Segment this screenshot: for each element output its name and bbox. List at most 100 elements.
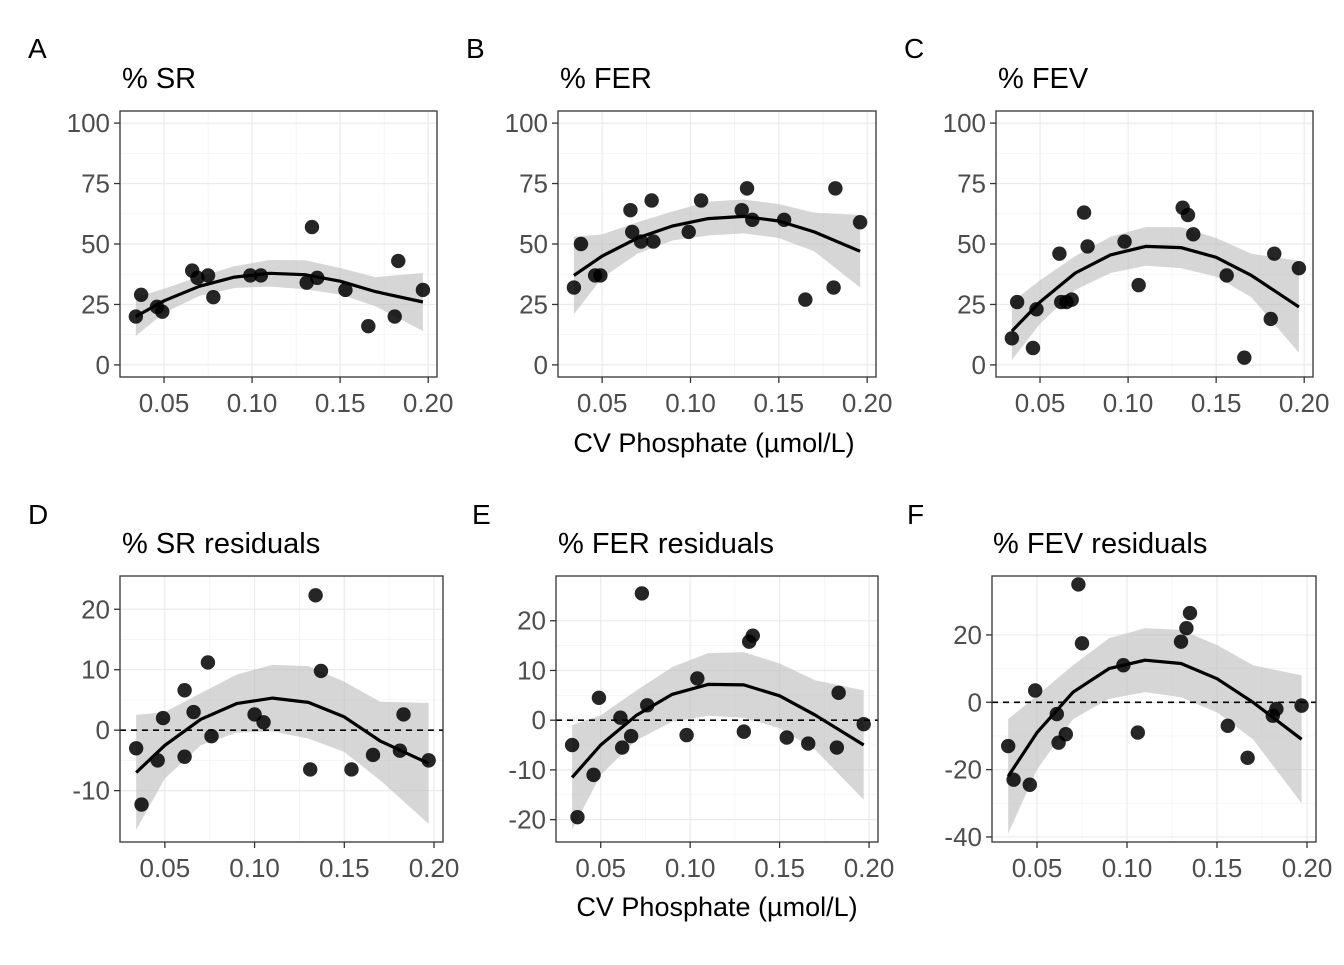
data-point [1267, 246, 1282, 261]
data-point [415, 282, 431, 298]
panel-letter: F [907, 499, 924, 530]
data-point [644, 193, 659, 208]
y-tick-label: 25 [957, 289, 986, 319]
x-tick-label: 0.10 [665, 388, 716, 418]
y-tick-label: 0 [96, 350, 110, 380]
x-tick-label: 0.20 [844, 853, 895, 883]
data-point [614, 740, 630, 755]
data-point [745, 628, 760, 643]
data-point [1186, 227, 1201, 242]
x-tick-label: 0.15 [1192, 853, 1243, 883]
panel-b: 0 25 50 75 100 0.05 0.10 0.15 0.20 B % FER [466, 33, 892, 418]
data-point [200, 268, 216, 283]
data-point [421, 753, 436, 768]
data-point [625, 224, 640, 240]
data-point [623, 202, 638, 218]
data-point [591, 690, 607, 706]
data-point [1064, 292, 1079, 307]
data-point [1025, 340, 1041, 356]
data-point [734, 202, 749, 218]
x-tick-label: 0.05 [140, 853, 191, 883]
data-point [623, 728, 639, 744]
y-tick-label: -40 [944, 822, 982, 852]
data-point [1022, 777, 1037, 792]
y-tick-label: 75 [957, 169, 986, 199]
data-point [1179, 620, 1194, 636]
panel-title: % FEV [998, 63, 1089, 95]
data-point [177, 749, 192, 764]
data-point [634, 586, 650, 601]
data-point [564, 737, 580, 753]
data-point [566, 280, 582, 295]
panel-letter: E [472, 499, 491, 530]
data-point [779, 730, 794, 745]
data-point [1240, 750, 1255, 766]
fit-curve [135, 696, 430, 774]
x-tick-label: 0.10 [227, 388, 278, 418]
x-tick-label: 0.05 [1015, 388, 1066, 418]
y-tick-label: 0 [534, 350, 548, 380]
data-point [1269, 701, 1284, 717]
data-point [826, 280, 841, 295]
x-tick-label: 0.15 [1191, 388, 1242, 418]
data-point [1291, 260, 1307, 276]
data-point [693, 193, 709, 208]
x-tick-label: 0.10 [1103, 388, 1154, 418]
data-point [1001, 738, 1016, 754]
y-tick-label: 25 [519, 289, 548, 319]
y-tick-label: 100 [943, 108, 986, 138]
x-tick-label: 0.05 [1012, 853, 1063, 883]
data-point [256, 715, 271, 730]
fit-curve [1010, 244, 1300, 333]
data-point [1131, 277, 1146, 293]
x-tick-label: 0.20 [403, 388, 454, 418]
data-point [1009, 294, 1025, 310]
fit-curve [1006, 658, 1303, 778]
panel-title: % FER residuals [558, 528, 774, 560]
data-point [831, 685, 846, 701]
data-point [828, 181, 843, 196]
x-tick-label: 0.20 [842, 388, 893, 418]
data-point [640, 698, 655, 713]
y-tick-label: 100 [67, 108, 110, 138]
data-point [396, 707, 411, 722]
data-point [1029, 302, 1044, 317]
data-point [593, 268, 608, 283]
fit-curve [570, 682, 865, 779]
data-point [646, 234, 661, 249]
confidence-band [572, 652, 864, 830]
data-point [681, 224, 696, 240]
y-tick-label: 20 [517, 606, 546, 636]
x-tick-label: 0.05 [575, 853, 626, 883]
y-tick-label: 0 [96, 715, 110, 745]
panel-title: % FEV residuals [993, 528, 1207, 560]
data-point [1028, 683, 1043, 698]
data-point [1117, 234, 1132, 249]
x-tick-label: 0.15 [315, 388, 366, 418]
confidence-band [136, 664, 429, 830]
data-point [303, 762, 318, 777]
panel-f: -40 -20 0 20 0.05 0.10 0.15 0.20 F % FEV residual… [907, 499, 1332, 883]
data-point [204, 729, 219, 744]
y-tick-label: 100 [505, 108, 548, 138]
data-point [856, 716, 871, 732]
data-point [308, 588, 323, 603]
data-point [1263, 311, 1278, 327]
panel-letter: A [28, 33, 47, 64]
data-point [1058, 727, 1074, 742]
data-point [801, 736, 816, 751]
data-point [1076, 205, 1092, 220]
data-point [1180, 207, 1196, 223]
data-point [679, 727, 694, 743]
data-point [1074, 636, 1090, 651]
data-point [829, 740, 845, 755]
y-tick-label: 20 [81, 594, 110, 624]
data-point [200, 655, 216, 670]
data-point [177, 683, 192, 698]
fit-curve [135, 271, 424, 318]
data-point [206, 290, 221, 305]
x-tick-label: 0.15 [319, 853, 370, 883]
data-point [1004, 331, 1020, 346]
